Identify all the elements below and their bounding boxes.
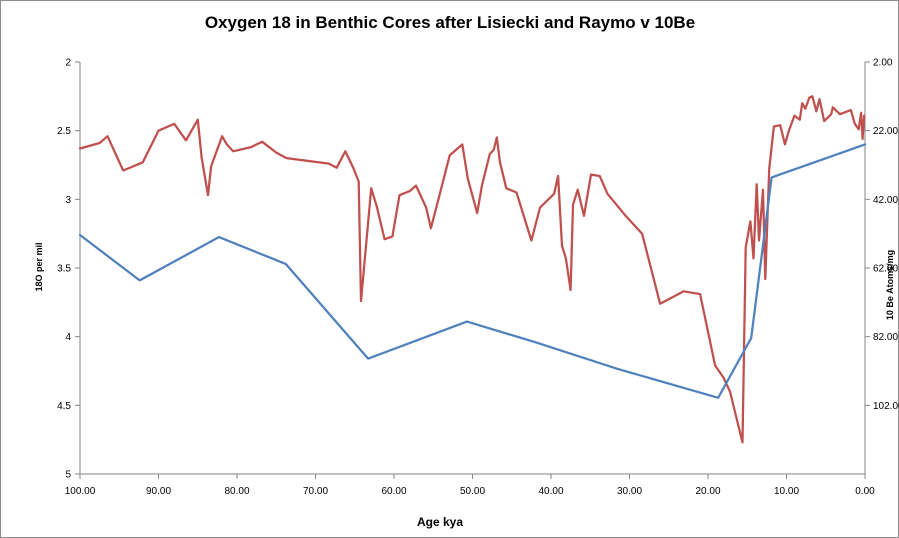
y-tick-label: 3	[65, 195, 71, 206]
x-tick-label: 40.00	[538, 486, 563, 497]
x-tick-label: 0.00	[855, 486, 875, 497]
y2-tick-label: 82.00	[873, 332, 898, 343]
y2-tick-label: 102.00	[873, 401, 899, 412]
x-tick-label: 90.00	[146, 486, 171, 497]
y-tick-label: 2	[65, 58, 71, 69]
y-tick-label: 5	[65, 470, 71, 481]
y-tick-label: 4	[65, 332, 71, 343]
y2-axis-label: 10 Be Atoms/mg	[885, 250, 895, 320]
x-tick-label: 30.00	[617, 486, 642, 497]
x-tick-label: 60.00	[381, 486, 406, 497]
x-tick-label: 10.00	[774, 486, 799, 497]
y-axis-label: 18O per mil	[34, 242, 44, 291]
axes	[75, 61, 870, 479]
y-tick-label: 4.5	[57, 401, 71, 412]
x-axis-label: Age kya	[417, 515, 463, 529]
y-tick-label: 2.5	[57, 126, 71, 137]
series-line-18o	[78, 95, 866, 444]
y2-tick-label: 22.00	[873, 126, 898, 137]
chart-title: Oxygen 18 in Benthic Cores after Lisieck…	[205, 13, 695, 32]
y2-tick-label: 62.00	[873, 264, 898, 275]
y2-tick-label: 42.00	[873, 195, 898, 206]
y-tick-label: 3.5	[57, 264, 71, 275]
x-tick-label: 100.00	[65, 486, 96, 497]
y2-tick-label: 2.00	[873, 58, 893, 69]
series-group	[78, 95, 867, 444]
tick-labels: 2 2.5 3 3.5 4 4.5 5 2.00 22.00 42.00 62.00 82.00 102…	[57, 58, 899, 498]
series-line-10be	[78, 143, 867, 399]
x-tick-label: 50.00	[460, 486, 485, 497]
x-tick-label: 80.00	[224, 486, 249, 497]
x-tick-label: 70.00	[303, 486, 328, 497]
x-tick-label: 20.00	[695, 486, 720, 497]
